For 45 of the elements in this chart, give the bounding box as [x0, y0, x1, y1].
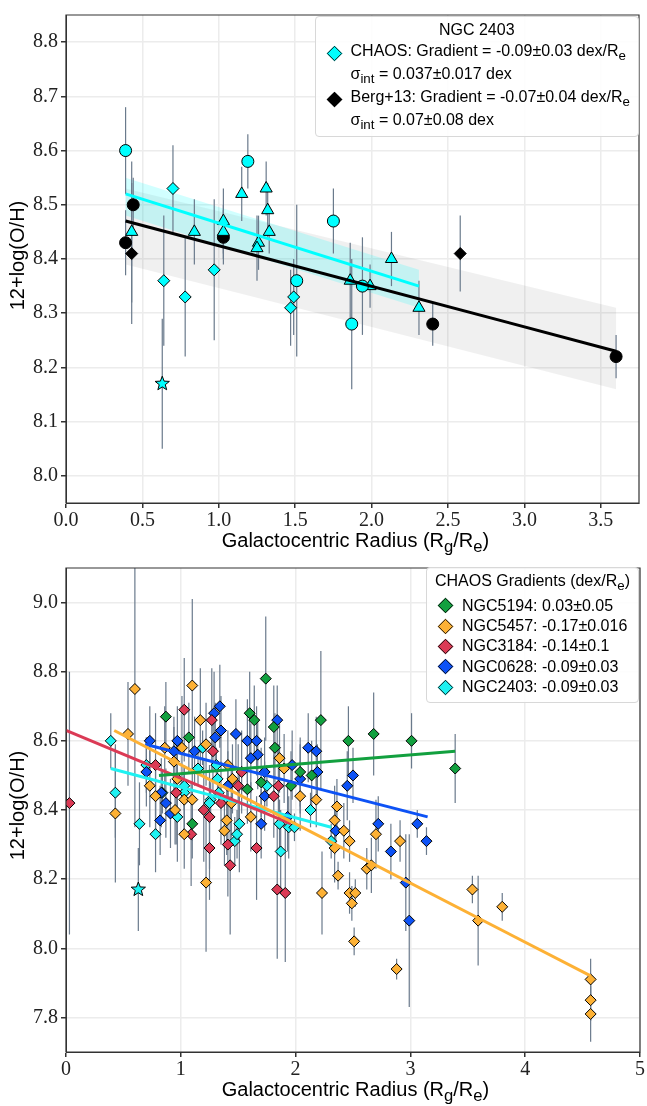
x-tick-label: 2.5: [435, 508, 461, 531]
legend-label: Berg+13: Gradient = -0.07±0.04 dex/R$_{e}$: [350, 88, 630, 110]
legend-label: NGC3184: -0.14±0.1: [461, 637, 610, 656]
legend-label: NGC5457: -0.17±0.016: [461, 616, 628, 636]
y-tick-label: 8.5: [33, 192, 58, 215]
y-tick-label: 8.3: [33, 300, 58, 323]
y-axis-title: 12+log(O/H): [6, 750, 30, 860]
y-tick-label: 7.8: [33, 1004, 58, 1027]
y-tick-label: 8.6: [33, 137, 58, 160]
legend-title: CHAOS Gradients (dex/R$_{e}$): [434, 572, 630, 594]
legend-title: NGC 2403: [437, 21, 516, 40]
x-tick-label: 0.0: [53, 508, 79, 531]
y-tick-label: 9.0: [33, 589, 58, 612]
y-axis-title: 12+log(O/H): [6, 200, 30, 310]
annotation: σ$_{int}$ = 0.07±0.08 dex: [350, 110, 495, 133]
y-tick-label: 8.1: [33, 408, 58, 431]
x-tick-label: 1.5: [282, 508, 308, 531]
x-tick-label: 0.5: [129, 508, 155, 531]
y-tick-label: 8.4: [33, 246, 58, 269]
x-tick-label: 3.0: [511, 508, 537, 531]
x-axis-title: Galactocentric Radius (R$_{g}$/R$_{e}$): [220, 1078, 491, 1106]
y-tick-label: 8.4: [33, 797, 58, 820]
x-tick-label: 5: [635, 1057, 645, 1080]
x-tick-label: 4: [520, 1057, 531, 1080]
y-tick-label: 8.8: [33, 658, 58, 681]
legend-label: NGC0628: -0.09±0.03: [461, 657, 619, 677]
y-tick-label: 8.2: [33, 866, 58, 889]
y-tick-label: 8.6: [33, 728, 58, 751]
x-tick-label: 1.0: [206, 508, 232, 531]
x-tick-label: 2.0: [359, 508, 385, 531]
annotation: σ$_{int}$ = 0.037±0.017 dex: [350, 64, 513, 87]
legend-label: NGC2403: -0.09±0.03: [461, 678, 619, 697]
legend-label: CHAOS: Gradient = -0.09±0.03 dex/R$_{e}$: [350, 42, 626, 64]
x-tick-label: 2: [290, 1057, 301, 1080]
y-tick-label: 8.0: [33, 463, 58, 486]
y-tick-label: 8.2: [33, 354, 58, 377]
x-tick-label: 3.5: [588, 508, 614, 531]
x-tick-label: 1: [175, 1057, 186, 1080]
x-tick-label: 0: [61, 1057, 71, 1080]
legend-label: NGC5194: 0.03±0.05: [461, 596, 614, 615]
x-tick-label: 3: [405, 1057, 416, 1080]
y-tick-label: 8.7: [33, 83, 58, 106]
y-tick-label: 8.0: [33, 935, 58, 958]
y-tick-label: 8.8: [33, 29, 58, 52]
x-axis-title: Galactocentric Radius (R$_{g}$/R$_{e}$): [220, 529, 491, 557]
